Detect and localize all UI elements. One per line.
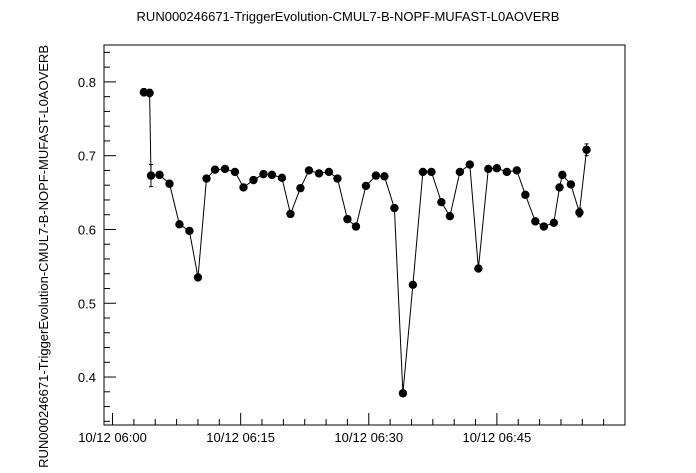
data-point [502, 167, 512, 177]
data-point [165, 179, 174, 188]
y-tick-label: 0.7 [78, 149, 96, 164]
data-point [531, 217, 540, 226]
data-point [445, 211, 455, 221]
data-point [210, 165, 220, 174]
y-tick-label: 0.5 [78, 296, 96, 311]
data-point [427, 167, 436, 177]
data-point [286, 209, 295, 219]
data-point [371, 171, 381, 180]
data-point [492, 164, 502, 173]
plot-frame [103, 44, 626, 426]
series-line [143, 91, 588, 394]
y-tick-label: 0.6 [78, 222, 96, 237]
data-point [185, 226, 194, 236]
data-point [230, 167, 240, 177]
error-bars [141, 88, 589, 397]
data-point [314, 169, 324, 178]
x-tick-label: 10/12 06:30 [334, 430, 403, 445]
data-point [437, 197, 446, 207]
data-point [582, 145, 591, 154]
data-point [146, 171, 156, 180]
data-point [202, 174, 211, 183]
data-point [390, 203, 399, 213]
data-point [277, 173, 287, 183]
data-point [193, 273, 203, 282]
data-point [566, 180, 576, 189]
data-point [539, 222, 549, 231]
data-point [175, 220, 184, 229]
data-point [484, 164, 493, 174]
data-point [259, 169, 268, 179]
data-point [239, 183, 248, 192]
x-tick-label: 10/12 06:15 [206, 430, 275, 445]
data-point [155, 170, 164, 180]
y-tick-label: 0.4 [78, 370, 96, 385]
x-tick-label: 10/12 06:45 [463, 430, 532, 445]
data-point [418, 167, 428, 177]
data-point [249, 175, 258, 185]
data-point [408, 280, 418, 290]
data-point [380, 172, 389, 181]
data-point [512, 166, 522, 175]
data-point [465, 160, 475, 169]
data-point [324, 167, 334, 177]
data-point [351, 222, 361, 231]
data-point [398, 389, 408, 398]
y-tick-label: 0.8 [78, 75, 96, 90]
y-axis: 0.4 0.5 0.6 0.7 0.8 [78, 51, 116, 422]
data-point [304, 166, 314, 175]
data-point [474, 264, 483, 273]
data-point [555, 183, 564, 192]
y-axis-label: RUN000246671-TriggerEvolution-CMUL7-B-NO… [36, 45, 51, 468]
data-point [333, 174, 342, 183]
chart-title: RUN000246671-TriggerEvolution-CMUL7-B-NO… [137, 9, 560, 24]
data-point [361, 181, 371, 191]
data-point [267, 170, 277, 180]
x-tick-label: 10/12 06:00 [78, 430, 147, 445]
data-point [343, 214, 352, 224]
data-points [139, 88, 591, 398]
data-point [549, 218, 559, 228]
x-axis: 10/12 06:00 10/12 06:15 10/12 06:30 10/12 0… [78, 413, 626, 445]
data-point [558, 170, 567, 180]
data-point [145, 88, 154, 98]
data-point [575, 208, 584, 217]
data-point [521, 190, 530, 199]
data-point [455, 167, 465, 177]
data-point [220, 164, 230, 174]
data-point [296, 183, 305, 193]
